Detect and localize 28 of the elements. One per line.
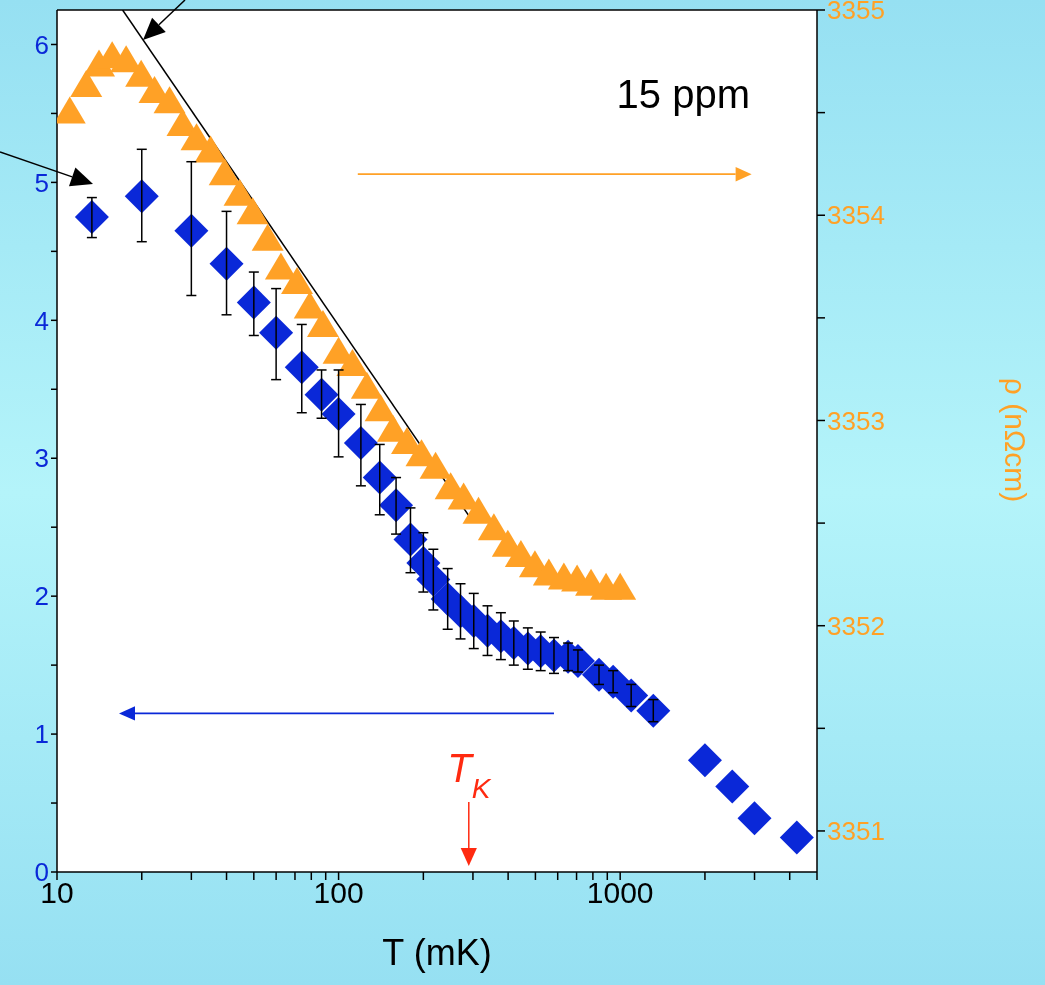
point [306,310,339,338]
point [153,86,186,114]
point [350,371,383,399]
x-axis-title: T (mK) [382,932,492,973]
point [194,135,227,163]
x-tick-label: 1000 [586,876,654,910]
y-tick-label: 4 [34,305,49,336]
point [604,572,637,600]
y2-tick-label: 3353 [827,405,885,436]
point [236,197,269,225]
y-tick-label: 6 [34,29,49,60]
y2-tick-label: 3354 [827,200,885,231]
point [336,349,369,377]
point [419,451,452,479]
point [281,266,314,294]
point [251,223,284,251]
y-tick-label: 1 [34,719,49,750]
annotation: 15 ppm [616,72,750,116]
y-tick-label: 2 [34,581,49,612]
y2-tick-label: 3355 [827,0,885,26]
y2-axis-title: ρ (nΩcm) [999,377,1032,503]
y-tick-label: 5 [34,167,49,198]
y-tick-label: 3 [34,443,49,474]
point [208,158,241,186]
y2-tick-label: 3351 [827,816,885,847]
annotation: T$_{K}$ [447,745,492,804]
y2-tick-label: 3352 [827,610,885,641]
x-tick-label: 100 [313,876,364,910]
